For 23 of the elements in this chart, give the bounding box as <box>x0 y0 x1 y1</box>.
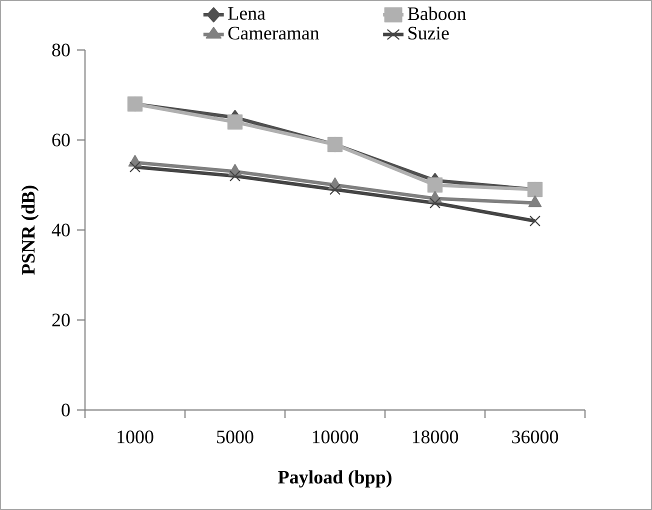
y-tick-label: 80 <box>52 44 70 56</box>
x-tick-label: 36000 <box>512 430 558 444</box>
x-tick-label: 1000 <box>118 430 154 444</box>
point <box>529 215 541 227</box>
legend-label: Baboon <box>408 6 466 20</box>
legend-label: Suzie <box>408 26 449 40</box>
point <box>427 177 443 193</box>
legend-label: Lena <box>228 7 266 20</box>
x-tick-label: 10000 <box>312 430 358 444</box>
point <box>329 184 341 196</box>
point <box>429 197 441 209</box>
legend-label: Cameraman <box>228 26 320 40</box>
point <box>229 170 241 182</box>
point <box>227 114 243 130</box>
y-tick-label: 60 <box>52 134 70 146</box>
y-tick-label: 40 <box>52 224 70 236</box>
y-tick-label: 0 <box>62 404 70 416</box>
y-axis-title: PSNR (dB) <box>21 186 39 275</box>
x-tick-label: 5000 <box>217 430 254 444</box>
x-axis-title: Payload (bpp) <box>278 470 392 488</box>
point <box>129 161 141 173</box>
x-tick-label: 18000 <box>412 430 458 444</box>
y-tick-label: 20 <box>52 314 70 326</box>
